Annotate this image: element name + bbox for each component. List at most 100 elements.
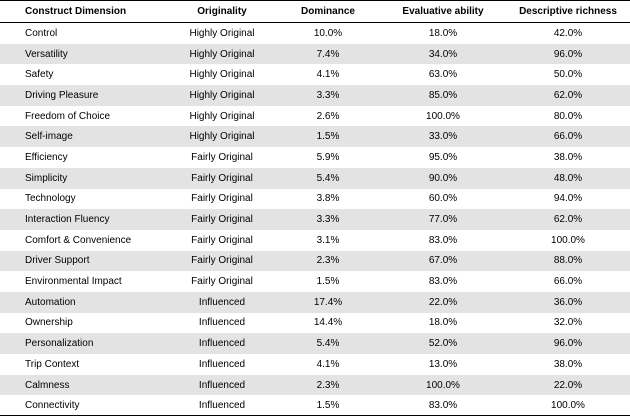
table-row: Trip Context Influenced 4.1% 13.0% 38.0% (0, 354, 630, 375)
originality-cell: Highly Original (189, 89, 255, 101)
evaluative-ability-cell: 83.0% (428, 399, 458, 411)
originality-cell: Fairly Original (191, 193, 253, 205)
descriptive-richness-cell: 22.0% (553, 379, 583, 391)
construct-dimension-cell: Comfort & Convenience (25, 234, 132, 246)
header-evaluative-ability: Evaluative ability (402, 6, 484, 17)
descriptive-richness-cell: 36.0% (553, 296, 583, 308)
construct-dimension-cell: Driving Pleasure (25, 89, 99, 101)
dominance-cell: 3.3% (316, 89, 340, 101)
dominance-cell: 1.5% (316, 399, 340, 411)
construct-dimension-cell: Environmental Impact (25, 276, 122, 288)
descriptive-richness-cell: 100.0% (551, 399, 585, 411)
construct-dimension-cell: Automation (25, 296, 76, 308)
dominance-cell: 14.4% (313, 317, 343, 329)
construct-dimension-cell: Personalization (25, 338, 94, 350)
construct-dimension-cell: Technology (25, 193, 76, 205)
construct-dimension-cell: Self-image (25, 131, 73, 143)
dominance-cell: 3.8% (316, 193, 340, 205)
evaluative-ability-cell: 85.0% (428, 89, 458, 101)
originality-cell: Influenced (198, 358, 246, 370)
originality-cell: Fairly Original (191, 276, 253, 288)
table-row: Safety Highly Original 4.1% 63.0% 50.0% (0, 64, 630, 85)
descriptive-richness-cell: 94.0% (553, 193, 583, 205)
dominance-cell: 3.1% (316, 234, 340, 246)
construct-dimension-cell: Versatility (25, 48, 68, 60)
originality-cell: Influenced (198, 338, 246, 350)
originality-cell: Influenced (198, 296, 246, 308)
evaluative-ability-cell: 52.0% (428, 338, 458, 350)
evaluative-ability-cell: 95.0% (428, 151, 458, 163)
descriptive-richness-cell: 66.0% (553, 276, 583, 288)
descriptive-richness-cell: 62.0% (553, 89, 583, 101)
table-row: Calmness Influenced 2.3% 100.0% 22.0% (0, 374, 630, 396)
header-originality: Originality (197, 6, 247, 17)
table-row: Personalization Influenced 5.4% 52.0% 96.0% (0, 333, 630, 354)
descriptive-richness-cell: 100.0% (551, 234, 585, 246)
dominance-cell: 2.6% (316, 110, 340, 122)
evaluative-ability-cell: 18.0% (428, 317, 458, 329)
construct-dimension-cell: Trip Context (25, 358, 80, 370)
table-header-row: Construct Dimension Originality Dominanc… (0, 1, 630, 23)
table-row: Simplicity Fairly Original 5.4% 90.0% 48.0% (0, 167, 630, 189)
table-row: Freedom of Choice Highly Original 2.6% 100.… (0, 106, 630, 127)
table-row: Driver Support Fairly Original 2.3% 67.0% 88… (0, 250, 630, 272)
originality-cell: Fairly Original (191, 234, 253, 246)
evaluative-ability-cell: 83.0% (428, 234, 458, 246)
dominance-cell: 4.1% (316, 69, 340, 81)
evaluative-ability-cell: 67.0% (428, 255, 458, 267)
evaluative-ability-cell: 60.0% (428, 193, 458, 205)
originality-cell: Fairly Original (191, 255, 253, 267)
construct-dimension-cell: Ownership (25, 317, 73, 329)
originality-cell: Influenced (198, 379, 246, 391)
table-row: Self-image Highly Original 1.5% 33.0% 66.0% (0, 126, 630, 148)
dominance-cell: 4.1% (316, 358, 340, 370)
dominance-cell: 7.4% (316, 48, 340, 60)
originality-cell: Influenced (198, 399, 246, 411)
dominance-cell: 2.3% (316, 379, 340, 391)
descriptive-richness-cell: 96.0% (553, 338, 583, 350)
originality-cell: Highly Original (189, 69, 255, 81)
table-row: Control Highly Original 10.0% 18.0% 42.0% (0, 23, 630, 44)
descriptive-richness-cell: 38.0% (553, 151, 583, 163)
dominance-cell: 5.4% (316, 172, 340, 184)
originality-cell: Highly Original (189, 48, 255, 60)
dominance-cell: 2.3% (316, 255, 340, 267)
table-row: Driving Pleasure Highly Original 3.3% 85.0%… (0, 85, 630, 106)
evaluative-ability-cell: 34.0% (428, 48, 458, 60)
dominance-cell: 5.9% (316, 151, 340, 163)
originality-cell: Fairly Original (191, 151, 253, 163)
construct-dimension-cell: Freedom of Choice (25, 110, 111, 122)
originality-cell: Highly Original (189, 27, 255, 39)
descriptive-richness-cell: 80.0% (553, 110, 583, 122)
descriptive-richness-cell: 96.0% (553, 48, 583, 60)
evaluative-ability-cell: 100.0% (426, 110, 460, 122)
descriptive-richness-cell: 62.0% (553, 214, 583, 226)
originality-cell: Fairly Original (191, 214, 253, 226)
header-construct-dimension: Construct Dimension (25, 6, 127, 17)
dominance-cell: 3.3% (316, 214, 340, 226)
dominance-cell: 1.5% (316, 131, 340, 143)
construct-dimension-cell: Interaction Fluency (25, 214, 110, 226)
evaluative-ability-cell: 18.0% (428, 27, 458, 39)
construct-dimension-cell: Connectivity (25, 399, 80, 411)
table-row: Automation Influenced 17.4% 22.0% 36.0% (0, 291, 630, 313)
originality-cell: Influenced (198, 317, 246, 329)
evaluative-ability-cell: 22.0% (428, 296, 458, 308)
evaluative-ability-cell: 83.0% (428, 276, 458, 288)
descriptive-richness-cell: 88.0% (553, 255, 583, 267)
dominance-cell: 5.4% (316, 338, 340, 350)
table-row: Ownership Influenced 14.4% 18.0% 32.0% (0, 313, 630, 334)
evaluative-ability-cell: 90.0% (428, 172, 458, 184)
evaluative-ability-cell: 13.0% (428, 358, 458, 370)
evaluative-ability-cell: 63.0% (428, 69, 458, 81)
construct-dimension-cell: Safety (25, 69, 54, 81)
table-row: Connectivity Influenced 1.5% 83.0% 100.0% (0, 395, 630, 416)
descriptive-richness-cell: 42.0% (553, 27, 583, 39)
header-descriptive-richness: Descriptive richness (519, 6, 617, 17)
originality-cell: Fairly Original (191, 172, 253, 184)
construct-dimension-cell: Efficiency (25, 151, 68, 163)
dominance-cell: 10.0% (313, 27, 343, 39)
dominance-cell: 17.4% (313, 296, 343, 308)
evaluative-ability-cell: 77.0% (428, 214, 458, 226)
